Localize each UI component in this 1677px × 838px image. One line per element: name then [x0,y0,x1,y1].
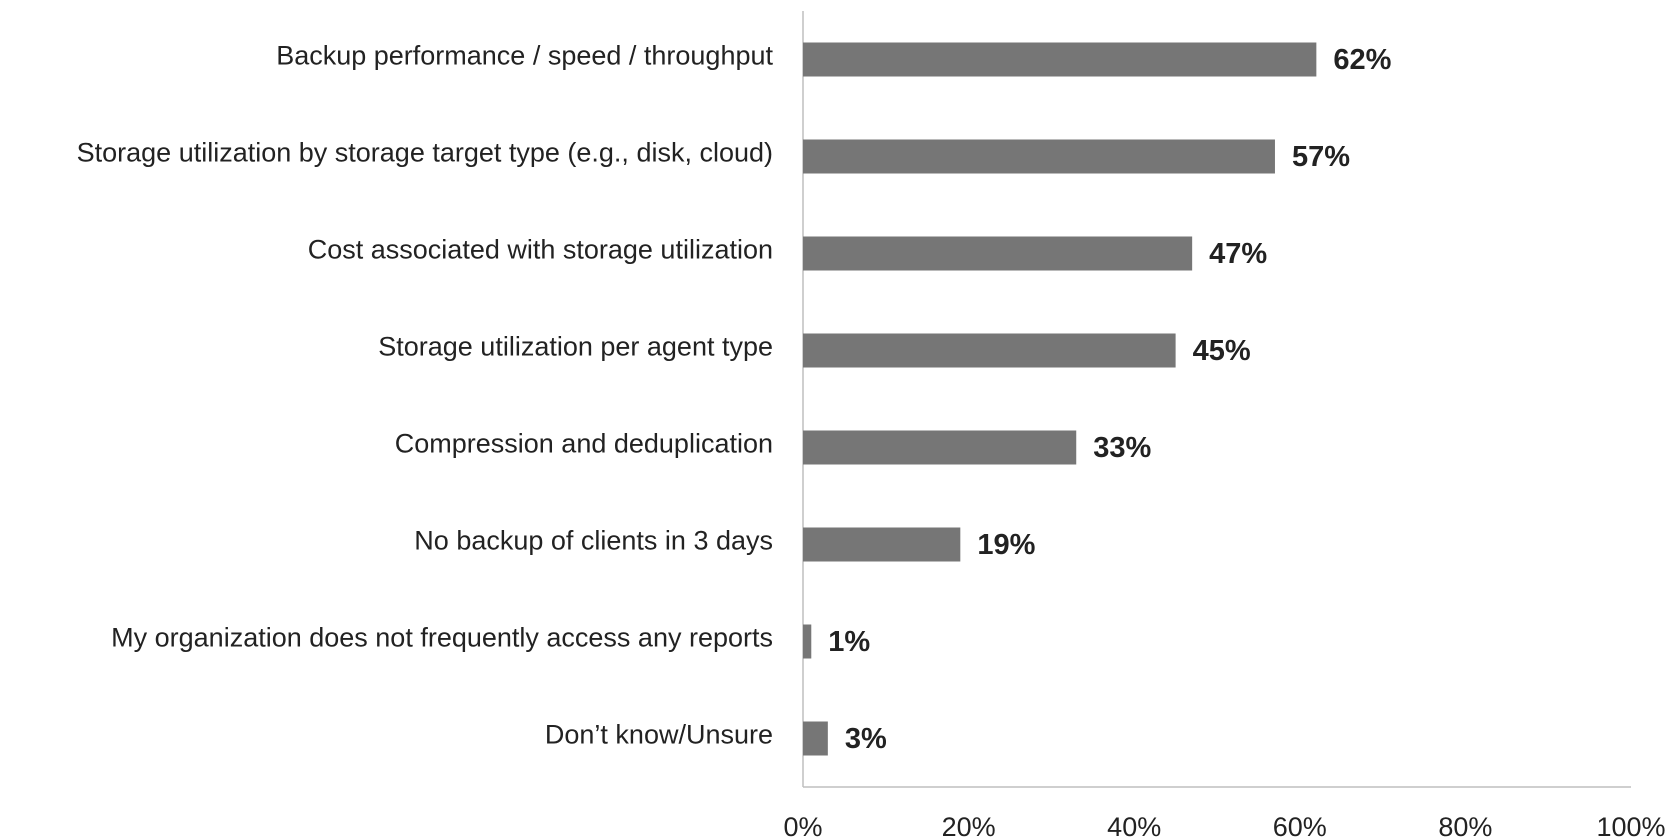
bar [803,333,1176,368]
x-tick-label: 40% [1107,812,1161,838]
value-label: 33% [1093,432,1151,464]
bar [803,236,1193,271]
x-tick-label: 20% [942,812,996,838]
bar [803,42,1317,77]
value-label: 57% [1292,141,1350,173]
value-label: 19% [977,529,1035,561]
category-label: My organization does not frequently acce… [111,623,773,653]
value-label: 62% [1333,44,1391,76]
value-label: 45% [1193,335,1251,367]
bar [803,527,961,562]
x-tick-label: 0% [783,812,822,838]
category-label: Storage utilization by storage target ty… [77,138,773,168]
value-label: 3% [845,723,887,755]
bar [803,139,1275,174]
bar [803,721,828,756]
bar [803,624,812,659]
category-label: Storage utilization per agent type [378,332,773,362]
category-label: Compression and deduplication [395,429,773,459]
category-label: Cost associated with storage utilization [308,235,773,265]
category-label: Don’t know/Unsure [545,720,773,750]
category-label: No backup of clients in 3 days [414,526,773,556]
category-label: Backup performance / speed / throughput [276,41,773,71]
x-tick-label: 100% [1596,812,1665,838]
value-label: 1% [828,626,870,658]
x-tick-label: 80% [1438,812,1492,838]
value-label: 47% [1209,238,1267,270]
x-tick-label: 60% [1273,812,1327,838]
bar [803,430,1077,465]
